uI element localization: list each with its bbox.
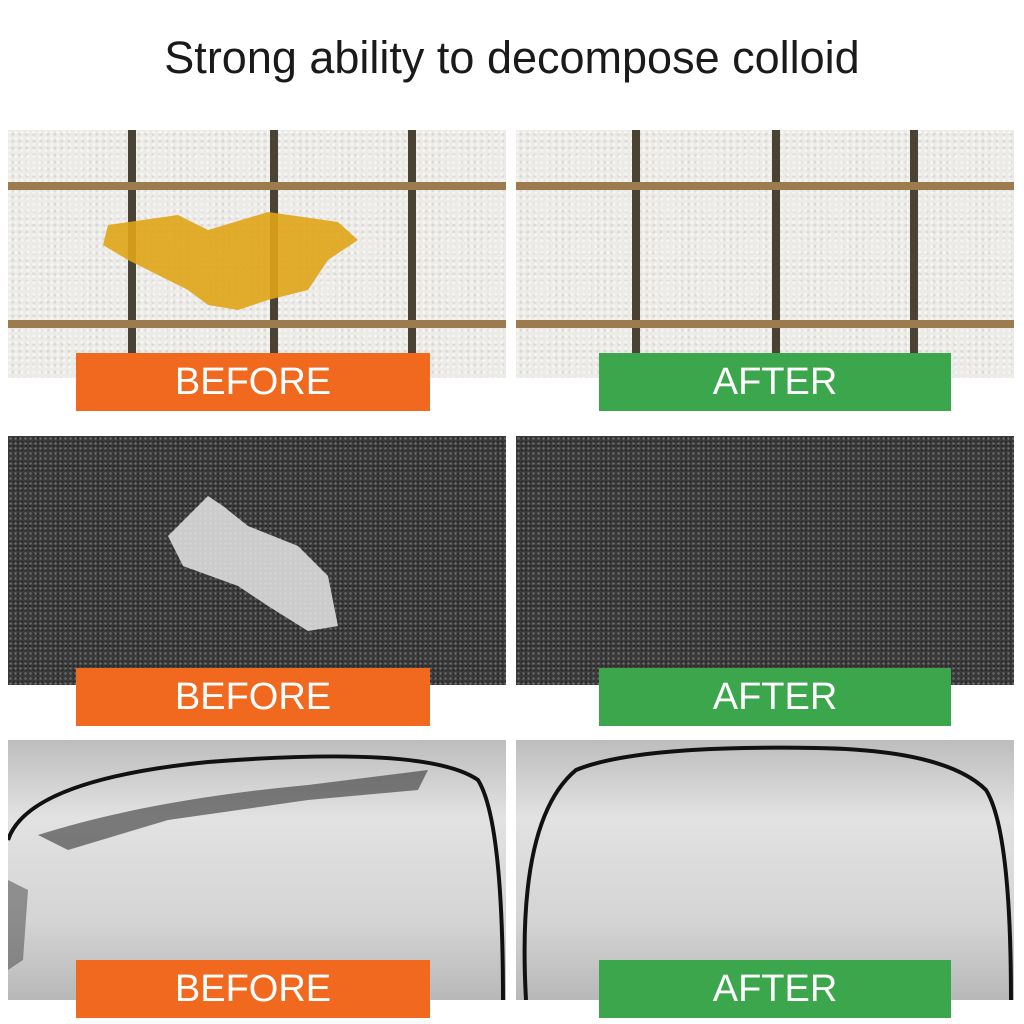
glue-residue xyxy=(168,496,338,631)
before-label: BEFORE xyxy=(76,668,430,726)
after-label: AFTER xyxy=(599,960,951,1018)
tile-after-image xyxy=(516,130,1014,378)
before-label: BEFORE xyxy=(76,353,430,411)
page-title: Strong ability to decompose colloid xyxy=(164,32,860,83)
car-after-image xyxy=(516,740,1014,1000)
asphalt-after-image xyxy=(516,436,1014,685)
asphalt-before-image xyxy=(8,436,506,685)
before-label: BEFORE xyxy=(76,960,430,1018)
car-residue xyxy=(8,754,505,1000)
car-outline xyxy=(522,745,1013,1000)
after-label: AFTER xyxy=(599,353,951,411)
after-label: AFTER xyxy=(599,668,951,726)
glue-stain xyxy=(103,212,358,310)
tile-before-image xyxy=(8,130,506,378)
car-before-image xyxy=(8,740,506,1000)
